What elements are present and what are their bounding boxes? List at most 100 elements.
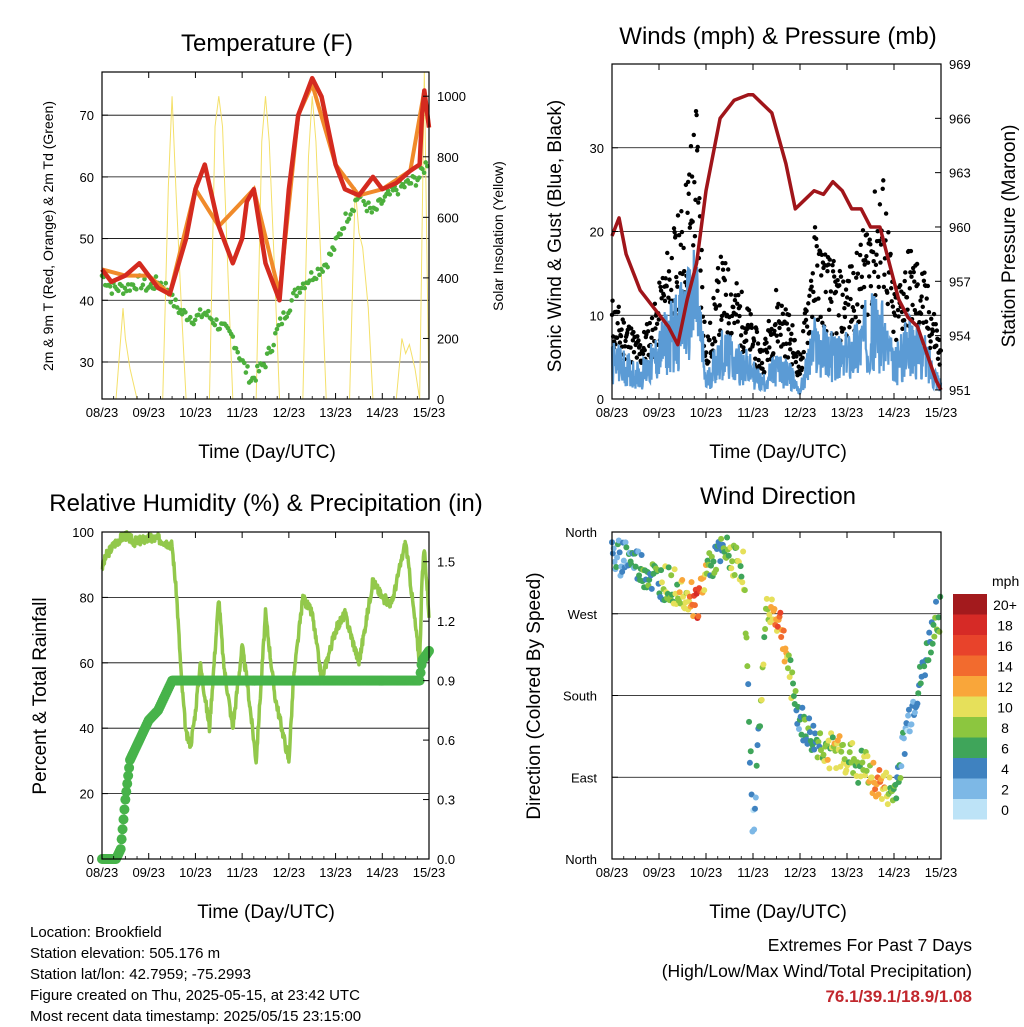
gust-point	[877, 238, 882, 244]
gust-point	[855, 302, 860, 307]
direction-point	[768, 596, 775, 603]
gust-point	[838, 274, 844, 279]
gust-point	[669, 255, 674, 261]
x-tick-label: 15/23	[413, 865, 446, 880]
gust-point	[675, 284, 680, 289]
gust-point	[753, 356, 758, 361]
direction-point	[843, 767, 850, 774]
gust-point	[806, 301, 811, 306]
direction-point	[824, 756, 831, 763]
gust-point	[715, 265, 721, 271]
gust-point	[871, 258, 876, 264]
direction-point	[668, 572, 675, 579]
gust-point	[934, 343, 939, 348]
wind-ylabel-right: Station Pressure (Maroon)	[999, 125, 1020, 348]
direction-point	[905, 712, 912, 719]
wind-xlabel: Time (Day/UTC)	[709, 442, 847, 463]
gust-point	[719, 313, 725, 319]
gust-point	[844, 295, 850, 300]
gust-point	[767, 345, 772, 350]
x-tick-label: 12/23	[273, 405, 306, 420]
direction-y-ticks: North East South West North	[563, 525, 618, 867]
direction-point	[718, 535, 725, 542]
legend-swatch	[953, 696, 987, 717]
y-tick-label: 100	[72, 525, 94, 540]
gust-point	[737, 313, 742, 319]
gust-point	[837, 268, 843, 274]
direction-point	[914, 700, 921, 707]
gust-point	[878, 260, 883, 265]
gust-point	[723, 261, 728, 266]
legend-swatch	[953, 655, 987, 676]
gust-point	[679, 209, 684, 214]
latlon-text: Station lat/lon: 42.7959; -75.2993	[30, 966, 252, 983]
x-tick-label: 08/23	[86, 865, 119, 880]
gust-point	[805, 340, 810, 346]
y-tick-label: South	[563, 689, 597, 704]
dewpoint-point	[413, 183, 419, 188]
wind-direction-panel: Wind Direction North East South West North 0…	[524, 483, 1019, 923]
x-tick-label: 10/23	[179, 405, 212, 420]
dewpoint-point	[271, 342, 276, 348]
gust-point	[927, 345, 933, 351]
direction-point	[751, 805, 758, 812]
y-tick-label: 0	[87, 852, 94, 867]
y-tick-label: North	[565, 525, 597, 540]
direction-point	[841, 756, 848, 763]
direction-point	[927, 649, 934, 656]
dewpoint-point	[245, 364, 250, 369]
gust-point	[671, 226, 677, 231]
direction-point	[609, 550, 616, 557]
legend-label: 6	[1001, 741, 1009, 757]
direction-point	[786, 674, 793, 681]
legend-label: 18	[997, 618, 1013, 634]
direction-point	[724, 534, 731, 541]
gust-point	[775, 339, 781, 344]
gust-point	[822, 252, 828, 257]
gust-point	[731, 304, 736, 310]
gust-point	[760, 366, 765, 371]
dewpoint-point	[320, 269, 326, 274]
dewpoint-point	[395, 191, 401, 197]
dewpoint-point	[235, 349, 241, 355]
gust-point	[890, 304, 896, 309]
gust-point	[810, 271, 815, 276]
direction-point	[739, 579, 746, 586]
direction-point	[753, 762, 760, 769]
direction-point	[864, 753, 871, 760]
direction-point	[725, 552, 732, 559]
y2-tick-label: 963	[949, 166, 971, 181]
gust-point	[885, 290, 890, 295]
legend-swatch	[953, 635, 987, 656]
gust-point	[804, 324, 810, 329]
legend-swatch	[953, 614, 987, 635]
dewpoint-point	[256, 368, 262, 374]
dewpoint-point	[243, 370, 249, 375]
dewpoint-point	[173, 297, 178, 302]
direction-point	[713, 566, 720, 573]
gust-point	[766, 318, 771, 324]
dewpoint-point	[295, 285, 301, 291]
direction-point	[935, 614, 942, 621]
x-tick-label: 11/23	[737, 865, 769, 880]
gust-point	[842, 305, 847, 311]
legend-swatch	[953, 676, 987, 697]
dewpoint-point	[178, 307, 183, 313]
dewpoint-point	[348, 212, 353, 217]
y-tick-label: 30	[80, 355, 94, 370]
gust-point	[702, 319, 707, 324]
gust-point	[672, 229, 677, 235]
y-tick-label: 50	[80, 232, 94, 247]
direction-point	[915, 690, 922, 697]
gust-point	[772, 328, 777, 334]
gust-point	[716, 279, 721, 285]
dewpoint-point	[346, 216, 352, 222]
gust-point	[925, 283, 931, 289]
direction-point	[839, 741, 846, 748]
gust-point	[723, 292, 729, 298]
gust-point	[797, 371, 803, 377]
gust-point	[692, 179, 697, 185]
direction-point	[679, 576, 686, 583]
direction-point	[611, 558, 618, 565]
gust-point	[780, 311, 786, 317]
